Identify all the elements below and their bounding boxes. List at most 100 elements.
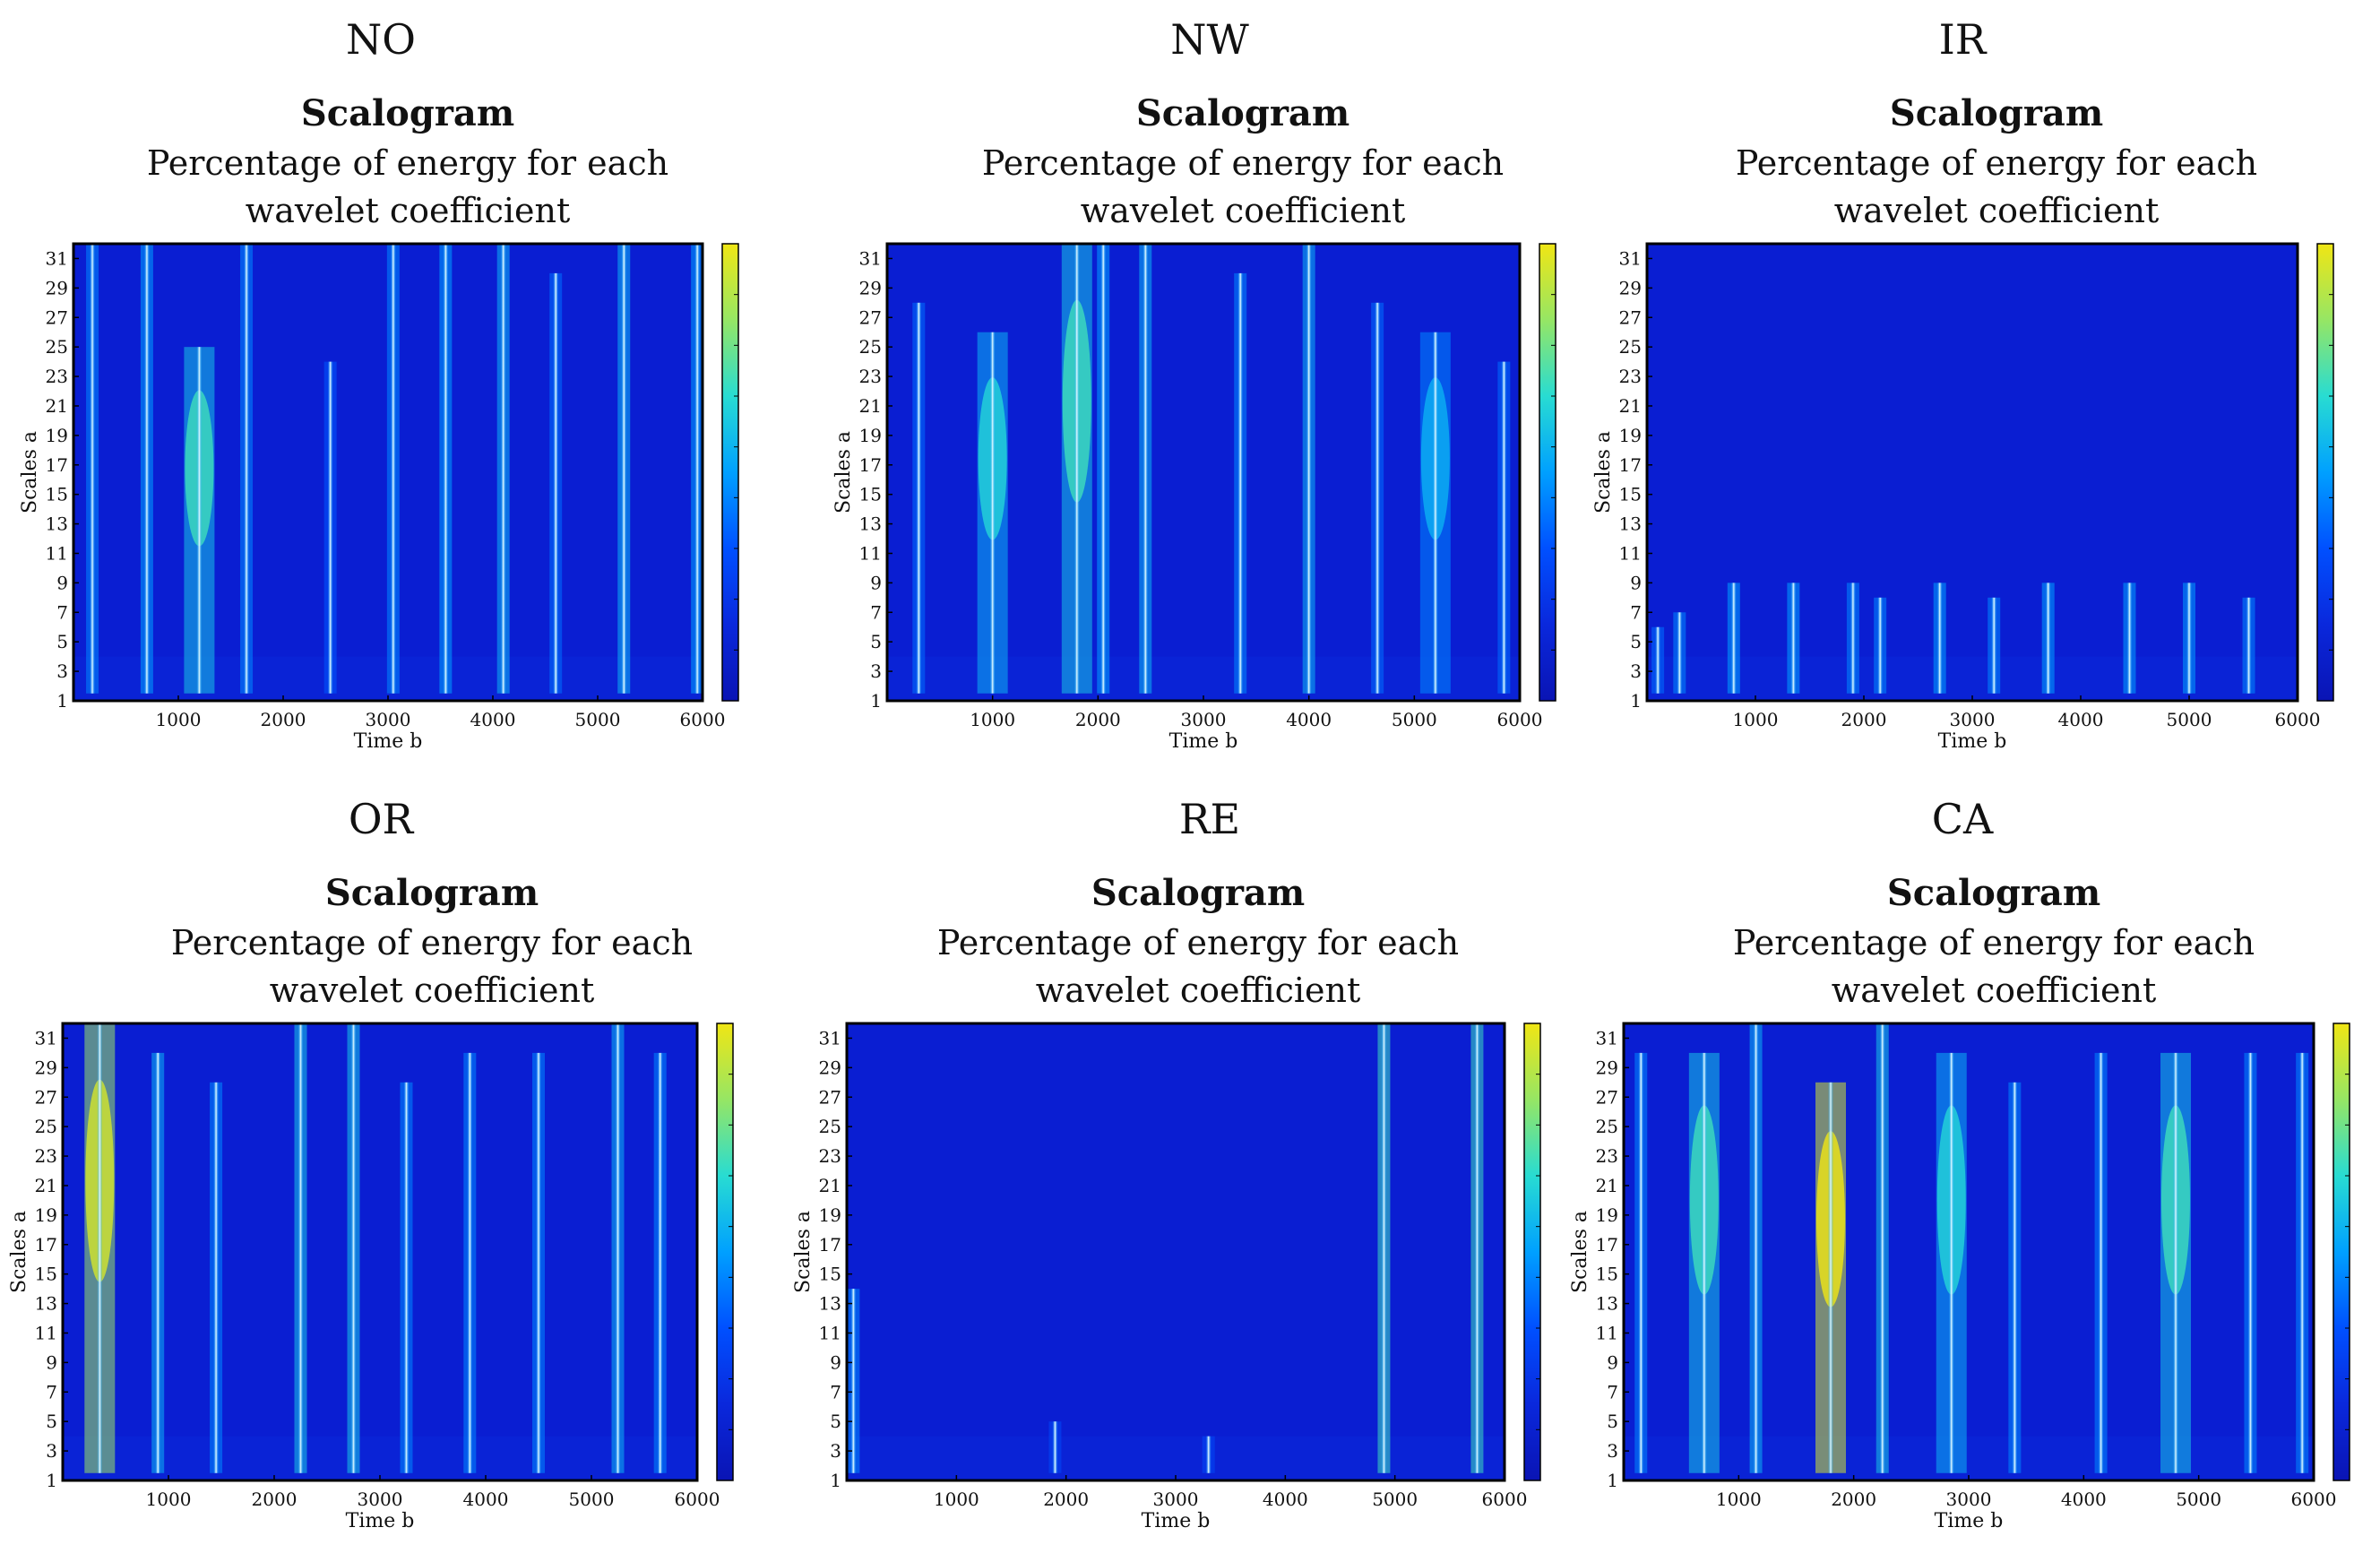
ridge-core-1	[1677, 612, 1683, 694]
y-tick-label: 23	[819, 1145, 841, 1167]
y-tick-label: 19	[1619, 425, 1642, 446]
y-tick-label: 1	[830, 1470, 841, 1491]
y-tick-label: 19	[35, 1204, 57, 1226]
panel-label: NO	[346, 15, 416, 64]
chart-subtitle-line1: Percentage of energy for each	[1736, 143, 2257, 183]
ridge-core-8	[2173, 1052, 2178, 1473]
plot-area	[1647, 244, 2298, 701]
y-tick-label: 23	[46, 366, 68, 387]
y-tick-label: 1	[46, 1470, 57, 1491]
panel-label: OR	[349, 795, 415, 843]
panel-or: OR Scalogram Percentage of energy for each…	[8, 795, 734, 1532]
ridge-core-5	[403, 1082, 410, 1473]
y-tick-label: 17	[1596, 1234, 1618, 1256]
chart-subtitle-line2: wavelet coefficient	[1081, 191, 1406, 230]
chart-title: Scalogram	[1136, 92, 1350, 134]
panel-label: RE	[1179, 795, 1240, 843]
y-tick-label: 29	[35, 1057, 57, 1078]
plot-area	[847, 1023, 1505, 1480]
x-tick-label: 1000	[970, 709, 1015, 730]
x-tick-label: 5000	[569, 1489, 615, 1510]
y-tick-label: 5	[1630, 631, 1642, 652]
x-tick-label: 6000	[680, 709, 726, 730]
x-tick-label: 1000	[1716, 1489, 1762, 1510]
panel-ca: CA Scalogram Percentage of energy for each…	[1569, 795, 2350, 1532]
chart-subtitle-line2: wavelet coefficient	[1834, 191, 2160, 230]
y-tick-label: 27	[859, 306, 882, 328]
y-tick-label: 15	[46, 484, 68, 505]
y-tick-label: 3	[870, 660, 882, 682]
y-tick-label: 21	[1596, 1175, 1618, 1196]
chart-subtitle-line1: Percentage of energy for each	[937, 923, 1459, 962]
y-tick-label: 3	[830, 1440, 841, 1462]
y-tick-label: 17	[1619, 454, 1642, 476]
ridge-core-10	[2186, 583, 2192, 694]
y-tick-label: 21	[1619, 395, 1642, 417]
ridge-core-0	[97, 1023, 103, 1473]
x-tick-label: 2000	[1075, 709, 1121, 730]
ridge-core-4	[1474, 1023, 1480, 1473]
y-tick-label: 19	[859, 425, 882, 446]
ridge-core-0	[1655, 626, 1661, 694]
x-axis-label: Time b	[1935, 1510, 2004, 1532]
ridge-core-5	[1237, 272, 1244, 694]
y-tick-label: 23	[1596, 1145, 1618, 1167]
y-tick-label: 5	[46, 1411, 57, 1432]
y-tick-label: 9	[56, 572, 68, 593]
y-tick-label: 25	[35, 1116, 57, 1137]
ridge-core-7	[536, 1052, 541, 1473]
y-tick-label: 31	[46, 247, 68, 269]
y-tick-label: 13	[819, 1293, 841, 1315]
panel-re: RE Scalogram Percentage of energy for each…	[792, 795, 1541, 1532]
ridge-core-4	[1143, 244, 1149, 694]
ridge-core-4	[1879, 1023, 1885, 1473]
ridge-core-6	[2012, 1082, 2018, 1473]
y-tick-label: 19	[1596, 1204, 1618, 1226]
y-tick-label: 13	[35, 1293, 57, 1315]
ridge-core-0	[916, 302, 922, 694]
colorbar	[2316, 243, 2334, 702]
y-tick-label: 21	[35, 1175, 57, 1196]
chart-title: Scalogram	[1887, 872, 2100, 914]
x-tick-label: 6000	[2275, 709, 2321, 730]
y-tick-label: 13	[859, 513, 882, 535]
ridge-core-11	[2246, 597, 2252, 694]
y-tick-label: 13	[46, 513, 68, 535]
ridge-core-10	[2299, 1052, 2306, 1473]
x-tick-label: 3000	[1153, 1489, 1199, 1510]
ridge-core-1	[155, 1052, 161, 1473]
y-tick-label: 5	[830, 1411, 841, 1432]
y-tick-label: 15	[1619, 484, 1642, 505]
ridge-core-2	[1730, 583, 1737, 694]
chart-title: Scalogram	[325, 872, 539, 914]
ridge-core-5	[1877, 597, 1884, 694]
y-tick-label: 3	[56, 660, 68, 682]
y-tick-label: 7	[46, 1381, 57, 1402]
y-tick-label: 15	[859, 484, 882, 505]
plot-area	[63, 1023, 697, 1480]
y-tick-label: 13	[1596, 1293, 1618, 1315]
x-tick-label: 2000	[252, 1489, 298, 1510]
panel-no: NO Scalogram Percentage of energy for each…	[19, 15, 739, 753]
x-tick-label: 2000	[1043, 1489, 1089, 1510]
x-tick-label: 3000	[366, 709, 411, 730]
ridge-core-1	[989, 332, 996, 694]
x-tick-label: 6000	[675, 1489, 720, 1510]
chart-subtitle-line1: Percentage of energy for each	[171, 923, 693, 962]
ridge-core-3	[1381, 1023, 1387, 1473]
y-axis-label: Scales a	[832, 431, 855, 513]
colorbar	[721, 243, 739, 702]
y-tick-label: 31	[1619, 247, 1642, 269]
chart-subtitle-line2: wavelet coefficient	[270, 971, 595, 1010]
y-tick-label: 23	[1619, 366, 1642, 387]
y-tick-label: 23	[35, 1145, 57, 1167]
x-tick-label: 2000	[1831, 1489, 1876, 1510]
ridge-core-5	[1948, 1052, 1954, 1473]
y-tick-label: 27	[1619, 306, 1642, 328]
x-tick-label: 5000	[1392, 709, 1437, 730]
y-tick-label: 29	[819, 1057, 841, 1078]
ridge-core-1	[1052, 1421, 1058, 1473]
y-tick-label: 31	[35, 1027, 57, 1049]
y-tick-label: 25	[859, 336, 882, 358]
